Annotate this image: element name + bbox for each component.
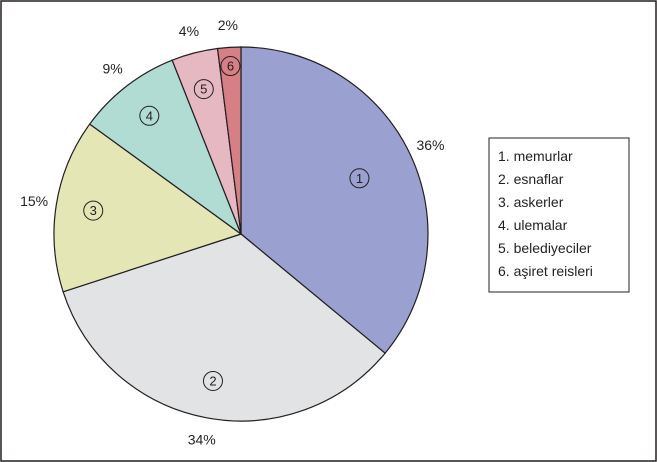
pie-slice-1 <box>240 46 429 355</box>
slice-number-4: 4 <box>139 105 160 126</box>
slice-number-circle <box>220 56 241 77</box>
legend-entry-3: 3. askerler <box>498 194 564 210</box>
percent-labels: 36% 34% 15% 9% 4% 2% <box>20 17 444 448</box>
slice-number-text: 2 <box>209 373 216 388</box>
slice-number-circle <box>193 79 214 100</box>
slice-number-text: 1 <box>356 171 363 186</box>
legend-box <box>488 137 630 293</box>
slice-number-text: 6 <box>227 59 234 74</box>
slice-number-1: 1 <box>349 168 370 189</box>
slice-number-text: 4 <box>146 108 153 123</box>
slice-number-6: 6 <box>220 56 241 77</box>
percent-label-1: 36% <box>416 137 444 153</box>
pie-slice-6 <box>216 46 242 235</box>
slice-number-text: 5 <box>200 82 207 97</box>
slice-number-circle <box>349 168 370 189</box>
slice-number-circle <box>83 200 104 221</box>
slice-number-5: 5 <box>193 79 214 100</box>
legend-entry-2: 2. esnaflar <box>498 171 564 187</box>
legend: 1. memurlar 2. esnaflar 3. askerler 4. ulem… <box>488 137 630 293</box>
slice-number-2: 2 <box>202 370 223 391</box>
legend-entry-1: 1. memurlar <box>498 148 573 164</box>
percent-label-2: 34% <box>188 432 216 448</box>
slice-number-labels: 1 2 3 4 5 6 <box>83 56 370 391</box>
percent-label-5: 4% <box>179 23 199 39</box>
percent-label-6: 2% <box>218 17 238 33</box>
slice-number-circle <box>139 105 160 126</box>
pie-slice-3 <box>53 123 243 293</box>
pie-slice-4 <box>88 59 243 236</box>
legend-entry-6: 6. aşiret reisleri <box>498 263 593 279</box>
legend-entry-4: 4. ulemalar <box>498 217 568 233</box>
percent-label-3: 15% <box>20 193 48 209</box>
pie-slices <box>53 46 429 422</box>
percent-label-4: 9% <box>103 61 123 77</box>
slice-number-3: 3 <box>83 200 104 221</box>
slice-number-circle <box>202 370 223 391</box>
slice-number-text: 3 <box>90 203 97 218</box>
legend-entry-5: 5. belediyeciler <box>498 240 592 256</box>
pie-slice-2 <box>62 233 386 422</box>
